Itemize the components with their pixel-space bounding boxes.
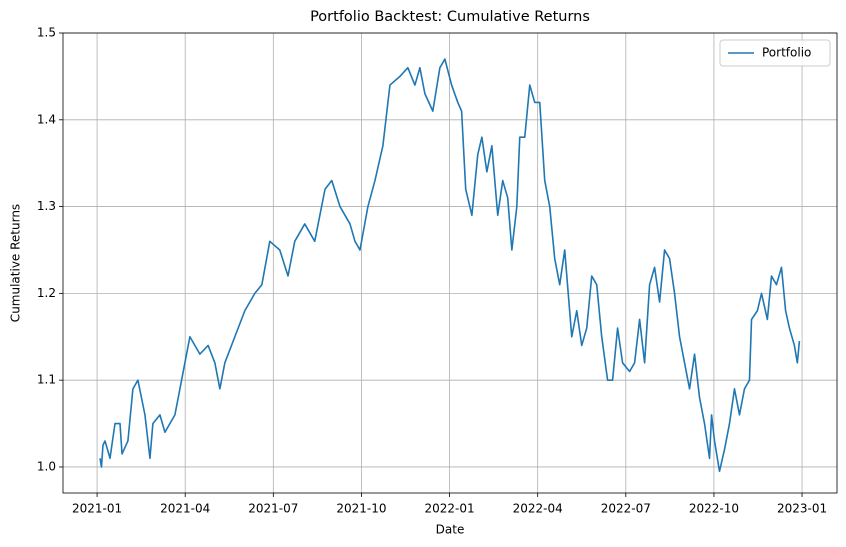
legend-box (719, 39, 831, 67)
y-tick-label: 1.5 (37, 26, 56, 40)
plot-frame (62, 32, 838, 494)
x-tick-label: 2021-10 (336, 502, 386, 516)
chart-title: Portfolio Backtest: Cumulative Returns (310, 9, 590, 25)
x-tick-label: 2023-01 (777, 502, 827, 516)
y-tick-label: 1.0 (37, 459, 56, 473)
series-line (99, 58, 801, 473)
x-tick-label: 2022-07 (601, 502, 651, 516)
y-axis-label: Cumulative Returns (9, 204, 23, 322)
legend-label: Portfolio (762, 46, 811, 60)
y-tick-label: 1.3 (37, 199, 56, 213)
y-tick-label: 1.2 (37, 286, 56, 300)
x-tick-label: 2022-04 (513, 502, 563, 516)
x-tick-label: 2022-01 (424, 502, 474, 516)
x-tick-label: 2021-04 (160, 502, 210, 516)
x-tick-label: 2022-10 (689, 502, 739, 516)
x-tick-label: 2021-07 (248, 502, 298, 516)
y-tick-label: 1.1 (37, 373, 56, 387)
x-axis-label: Date (436, 523, 465, 537)
y-tick-label: 1.4 (37, 112, 56, 126)
x-tick-label: 2021-01 (72, 502, 122, 516)
